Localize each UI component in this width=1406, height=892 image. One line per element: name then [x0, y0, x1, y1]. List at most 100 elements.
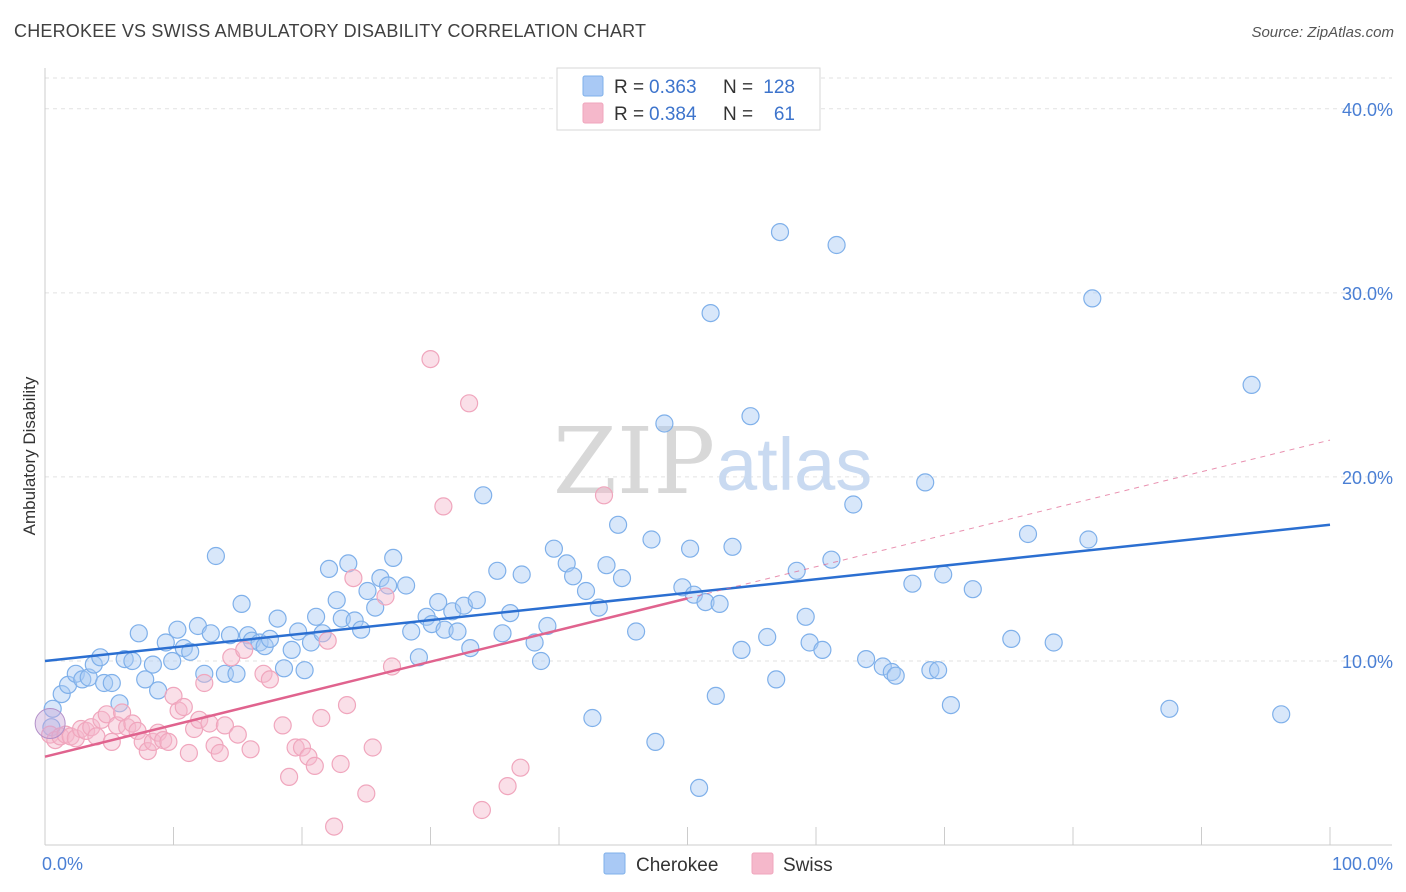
cherokee-point-118	[941, 695, 961, 715]
cherokee-point-40	[295, 661, 314, 680]
x-tick-label-0: 0.0%	[42, 854, 83, 874]
cherokee-point-26	[206, 546, 225, 566]
cherokee-point-112	[886, 666, 905, 685]
legend-swatch-cherokee	[582, 75, 604, 97]
cherokee-point-19	[163, 651, 182, 671]
swiss-point-63	[472, 800, 491, 820]
cherokee-point-100	[767, 670, 786, 689]
cherokee-point-116	[928, 661, 948, 680]
bottom-legend-cherokee: Cherokee	[636, 855, 718, 876]
bottom-legend-swiss: Swiss	[783, 855, 833, 876]
cherokee-point-52	[371, 568, 390, 588]
swiss-point-58	[434, 497, 453, 516]
cherokee-point-99	[758, 627, 777, 647]
swiss-point-60	[498, 776, 517, 796]
swiss-point-19	[138, 741, 157, 761]
grid-lines	[45, 77, 1392, 662]
swiss-point-46	[305, 756, 324, 776]
cherokee-point-122	[1044, 633, 1063, 652]
swiss-point-23	[159, 732, 178, 752]
swiss-point-40	[260, 670, 279, 689]
cherokee-point-123	[1079, 530, 1098, 549]
legend-n-value-2: 61	[774, 104, 795, 125]
cherokee-point-37	[274, 659, 294, 678]
cherokee-point-20	[168, 620, 187, 639]
cherokee-point-62	[443, 602, 462, 621]
swiss-point-50	[331, 754, 350, 774]
swiss-point-53	[357, 784, 376, 803]
cherokee-point-125	[1160, 699, 1179, 718]
origin-cluster-point	[34, 708, 66, 740]
cherokee-point-79	[583, 708, 602, 728]
legend-r-label-2: R =	[614, 104, 644, 125]
swiss-point-52	[344, 568, 363, 588]
swiss-point-11	[97, 705, 116, 724]
swiss-point-26	[174, 697, 193, 717]
swiss-point-48	[318, 631, 337, 650]
cherokee-point-54	[384, 548, 403, 568]
cherokee-point-81	[597, 556, 616, 575]
cherokee-point-126	[1242, 375, 1261, 394]
legend-n-label-1: N =	[723, 77, 753, 98]
watermark: ZIP atlas	[553, 408, 872, 515]
cherokee-point-13	[123, 651, 142, 671]
x-tick-label-1: 100.0%	[1332, 854, 1393, 874]
cherokee-point-66	[467, 591, 486, 610]
cherokee-point-53	[379, 576, 398, 595]
cherokee-point-86	[646, 732, 665, 752]
cherokee-point-119	[963, 580, 982, 599]
cherokee-point-29	[227, 664, 246, 683]
cherokee-point-55	[397, 576, 416, 595]
swiss-point-33	[210, 743, 229, 763]
legend-r-label-1: R =	[614, 77, 644, 98]
bottom-legend-swatch-swiss	[751, 852, 774, 875]
cherokee-point-106	[822, 550, 841, 569]
trend-lines	[44, 439, 1331, 758]
y-tick-label-0: 10.0%	[1342, 652, 1393, 672]
cherokee-point-94	[706, 686, 725, 706]
cherokee-point-96	[723, 537, 742, 556]
legend-r-value-2: 0.384	[649, 104, 697, 125]
cherokee-point-115	[921, 661, 940, 680]
cherokee-point-5	[73, 670, 92, 689]
swiss-point-30	[195, 673, 214, 693]
cherokee-point-51	[366, 598, 385, 617]
cherokee-point-45	[327, 591, 346, 610]
cherokee-point-68	[488, 561, 507, 580]
cherokee-point-92	[696, 592, 715, 612]
cherokee-point-17	[149, 681, 168, 700]
cherokee-point-74	[538, 616, 557, 636]
legend-r-value-1: 0.363	[649, 77, 697, 98]
cherokee-point-60	[429, 592, 448, 612]
cherokee-point-105	[813, 640, 832, 660]
swiss-point-51	[337, 695, 357, 715]
legend-n-value-1: 128	[763, 77, 795, 98]
swiss-point-38	[241, 740, 260, 759]
cherokee-point-9	[94, 673, 114, 693]
cherokee-trend-line	[44, 523, 1331, 663]
swiss-point-62	[594, 486, 614, 505]
y-axis-title: Ambulatory Disability	[20, 376, 39, 535]
swiss-point-55	[376, 587, 395, 606]
cherokee-point-124	[1083, 289, 1102, 308]
cherokee-point-117	[934, 565, 953, 584]
cherokee-point-102	[787, 561, 806, 580]
bottom-legend-swatch-cherokee	[603, 852, 626, 875]
cherokee-point-42	[307, 607, 326, 626]
cherokee-point-103	[796, 607, 815, 626]
swiss-point-43	[286, 738, 305, 757]
cherokee-point-38	[282, 640, 301, 660]
cherokee-point-16	[143, 655, 162, 674]
cherokee-point-63	[448, 622, 467, 641]
cherokee-point-84	[626, 622, 646, 641]
cherokee-point-127	[1272, 705, 1291, 724]
cherokee-point-15	[136, 670, 155, 689]
cherokee-point-120	[1002, 629, 1021, 649]
swiss-trend-extension	[687, 439, 1331, 599]
source-credit: Source: ZipAtlas.com	[1251, 24, 1394, 41]
swiss-point-27	[179, 743, 198, 763]
cherokee-point-24	[195, 664, 214, 683]
cherokee-point-87	[655, 414, 674, 433]
cherokee-point-93	[701, 304, 720, 323]
